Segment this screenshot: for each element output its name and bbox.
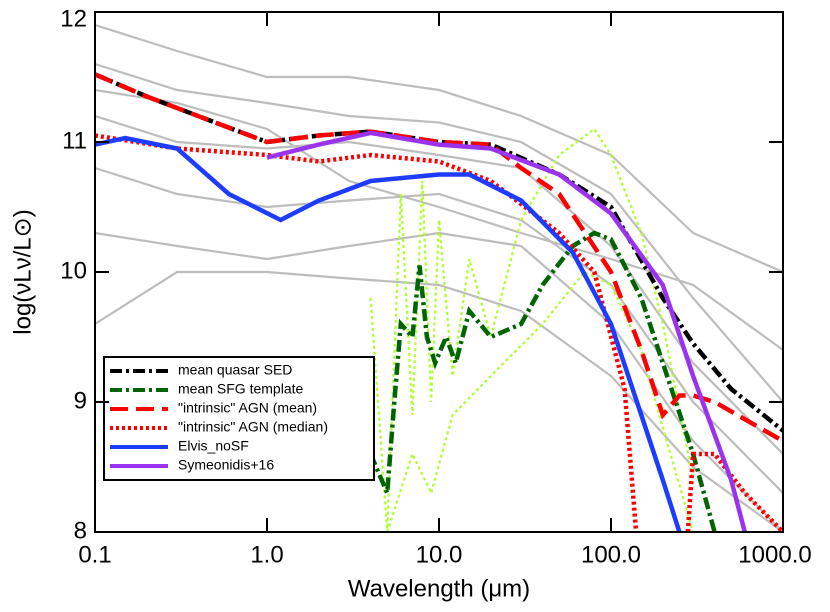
x-tick-label: 10.0 [416, 541, 463, 568]
y-tick-label: 12 [60, 5, 87, 32]
x-tick-label: 1000.0 [738, 541, 811, 568]
series-line [368, 230, 717, 532]
series-line [95, 135, 682, 532]
legend-label: Elvis_noSF [178, 438, 249, 454]
background-line [95, 62, 783, 403]
series-line [95, 72, 783, 443]
background-line [95, 88, 783, 351]
background-line [95, 23, 783, 274]
y-tick-label: 9 [74, 387, 87, 414]
background-line [369, 127, 695, 532]
legend-label: mean quasar SED [178, 362, 292, 378]
background-line [95, 114, 783, 455]
y-tick-label: 11 [62, 127, 87, 154]
x-tick-label: 1.0 [250, 541, 283, 568]
legend-label: mean SFG template [178, 381, 303, 397]
y-axis-label: log(νLν/L⊙) [9, 209, 36, 334]
x-axis-label: Wavelength (μm) [348, 575, 530, 602]
x-tick-label: 0.1 [78, 541, 111, 568]
background-line [386, 270, 695, 532]
background-line [95, 166, 783, 494]
legend-label: "intrinsic" AGN (mean) [178, 400, 317, 416]
legend-label: "intrinsic" AGN (median) [178, 419, 328, 435]
x-tick-label: 100.0 [581, 541, 641, 568]
y-tick-label: 8 [74, 517, 87, 544]
legend: mean quasar SED mean SFG template "intrins… [103, 356, 375, 481]
plot-area [95, 23, 783, 532]
series-line [266, 130, 747, 532]
y-tick-label: 10 [60, 257, 87, 284]
legend-label: Symeonidis+16 [178, 457, 274, 473]
legend-box [103, 356, 375, 481]
background-line [95, 270, 783, 532]
